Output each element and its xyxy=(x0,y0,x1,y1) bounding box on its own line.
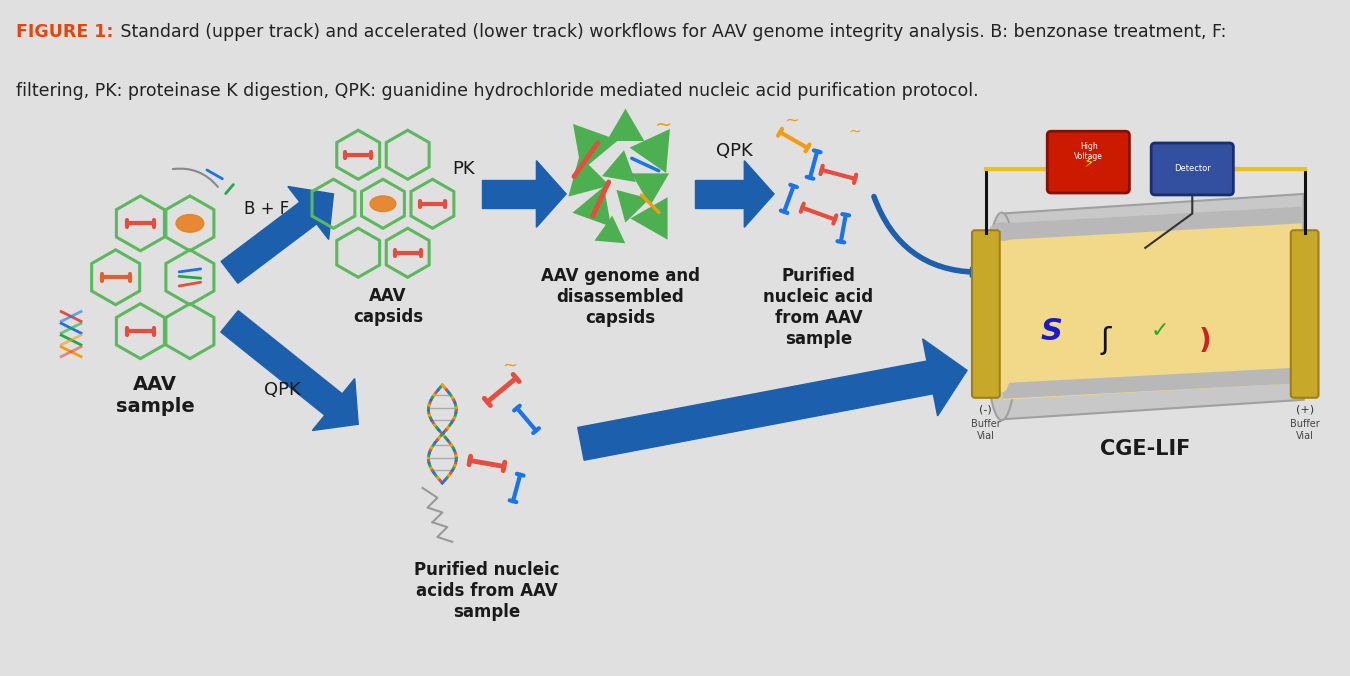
FancyBboxPatch shape xyxy=(1048,131,1130,193)
Polygon shape xyxy=(288,187,333,239)
Polygon shape xyxy=(221,202,317,283)
Polygon shape xyxy=(695,180,744,208)
Polygon shape xyxy=(572,124,618,171)
Text: FIGURE 1:: FIGURE 1: xyxy=(16,23,113,41)
Text: Purified
nucleic acid
from AAV
sample: Purified nucleic acid from AAV sample xyxy=(764,268,873,348)
Text: ✓: ✓ xyxy=(1150,321,1169,341)
Ellipse shape xyxy=(988,224,1017,392)
Polygon shape xyxy=(629,129,670,173)
Polygon shape xyxy=(606,109,644,141)
Polygon shape xyxy=(572,187,612,226)
Text: QPK: QPK xyxy=(265,381,301,399)
Ellipse shape xyxy=(176,214,204,232)
Polygon shape xyxy=(578,361,933,460)
FancyBboxPatch shape xyxy=(1152,143,1234,195)
Text: (+): (+) xyxy=(1296,405,1314,414)
Polygon shape xyxy=(1003,216,1301,400)
FancyBboxPatch shape xyxy=(1291,231,1319,397)
Text: AAV
sample: AAV sample xyxy=(116,375,194,416)
Polygon shape xyxy=(594,216,625,243)
Text: ): ) xyxy=(1199,327,1211,355)
Polygon shape xyxy=(630,197,667,240)
Text: PK: PK xyxy=(452,160,475,178)
Polygon shape xyxy=(632,173,670,206)
Text: Buffer
Vial: Buffer Vial xyxy=(971,419,1000,441)
Ellipse shape xyxy=(370,196,396,212)
Polygon shape xyxy=(602,150,636,182)
Polygon shape xyxy=(221,311,343,415)
Polygon shape xyxy=(312,379,358,431)
Text: AAV genome and
disassembled
capsids: AAV genome and disassembled capsids xyxy=(541,268,701,327)
Text: S: S xyxy=(1041,316,1062,345)
Text: Purified nucleic
acids from AAV
sample: Purified nucleic acids from AAV sample xyxy=(414,562,560,621)
Polygon shape xyxy=(536,161,566,227)
Polygon shape xyxy=(1003,368,1301,399)
Polygon shape xyxy=(1002,194,1304,419)
Text: (-): (-) xyxy=(980,405,992,414)
Text: Detector: Detector xyxy=(1174,164,1211,173)
Text: ʃ: ʃ xyxy=(1100,327,1111,356)
Text: ⚡: ⚡ xyxy=(1084,155,1095,170)
Polygon shape xyxy=(922,339,967,416)
Text: ~: ~ xyxy=(655,114,672,135)
Polygon shape xyxy=(1003,207,1301,240)
Text: Buffer
Vial: Buffer Vial xyxy=(1289,419,1319,441)
Text: AAV
capsids: AAV capsids xyxy=(352,287,423,326)
Ellipse shape xyxy=(988,222,1017,241)
Polygon shape xyxy=(744,161,774,227)
Text: ~: ~ xyxy=(784,112,799,129)
Text: QPK: QPK xyxy=(716,142,753,160)
Text: CGE-LIF: CGE-LIF xyxy=(1100,439,1191,459)
Text: High
Voltage: High Voltage xyxy=(1075,142,1103,162)
Polygon shape xyxy=(568,155,610,197)
Ellipse shape xyxy=(984,212,1019,420)
Polygon shape xyxy=(482,180,536,208)
Text: filtering, PK: proteinase K digestion, QPK: guanidine hydrochloride mediated nuc: filtering, PK: proteinase K digestion, Q… xyxy=(16,82,979,100)
Text: Standard (upper track) and accelerated (lower track) workflows for AAV genome in: Standard (upper track) and accelerated (… xyxy=(115,23,1226,41)
Text: ~: ~ xyxy=(848,123,861,138)
Text: ~: ~ xyxy=(502,356,517,375)
Polygon shape xyxy=(617,190,649,222)
FancyBboxPatch shape xyxy=(972,231,1000,397)
Text: B + F: B + F xyxy=(244,199,290,218)
